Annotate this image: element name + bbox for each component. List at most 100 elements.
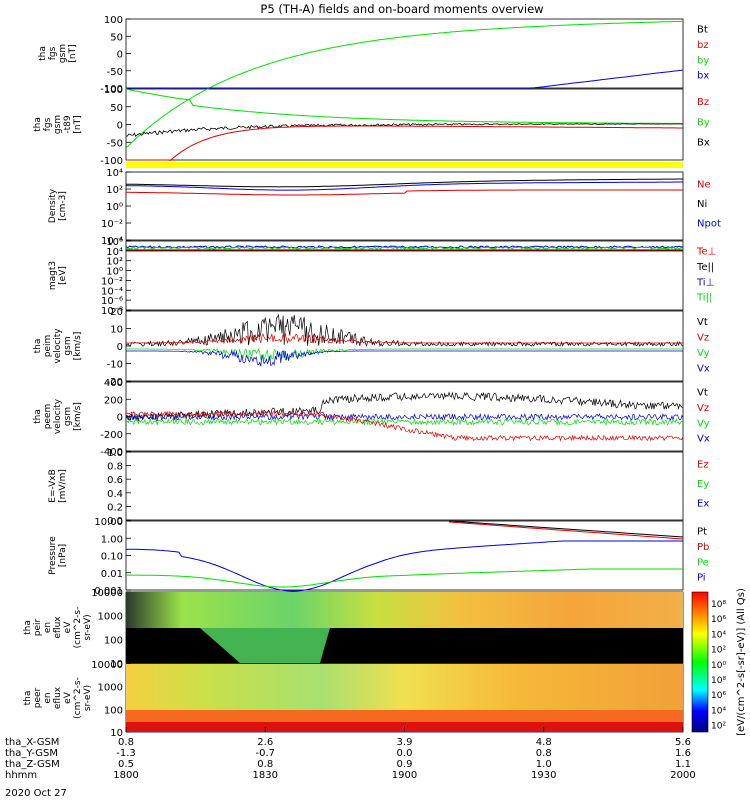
y-axis-label: eflux: [53, 616, 63, 639]
legend-entry: Ex: [697, 499, 709, 510]
y-axis-label: gsm: [63, 407, 73, 426]
bx-curve: [126, 69, 684, 89]
y-axis-label: gsm: [53, 115, 63, 134]
y-tick-label: 100: [104, 85, 123, 96]
y-axis-label: [nT]: [68, 44, 78, 62]
y-tick-label: 100: [104, 635, 123, 646]
vz-ion-curve: [126, 333, 683, 344]
y-axis-label: [km/s]: [73, 332, 83, 361]
y-tick-label: -100: [100, 84, 123, 95]
y-tick-label: 10⁻⁴: [101, 236, 123, 247]
x-tick-label: 1800: [113, 770, 138, 781]
x-row-label: tha_X-GSM: [5, 737, 59, 748]
legend-entry: Vx: [697, 434, 710, 445]
y-tick-label: 0.4: [107, 489, 123, 500]
y-tick-label: 20: [110, 307, 123, 318]
y-axis-label: gsm: [58, 44, 68, 63]
y-axis-label: peem: [43, 404, 53, 430]
legend-entry: Te⊥: [696, 247, 716, 258]
y-axis-label: tha: [33, 117, 43, 132]
legend-entry: Pb: [697, 542, 709, 553]
y-axis-label: sr-eV): [83, 614, 93, 640]
legend-entry: Ez: [697, 460, 709, 471]
vx-electron-curve: [125, 412, 684, 422]
colorbar-tick-label: 10⁶: [711, 691, 726, 701]
y-axis-label: [eV]: [58, 266, 68, 285]
y-axis-label: magt3: [48, 261, 58, 290]
y-tick-label: -200: [100, 430, 123, 441]
y-tick-label: 1000: [98, 683, 123, 694]
npot-curve: [125, 181, 683, 191]
y-axis-label: [km/s]: [73, 402, 83, 431]
y-axis-label: [cm-3]: [58, 191, 68, 221]
y-tick-label: 10²: [106, 257, 123, 268]
y-axis-label: eV: [63, 621, 73, 634]
y-tick-label: 10⁻²: [101, 219, 123, 230]
y-tick-label: 10: [110, 728, 123, 739]
y-tick-label: 50: [110, 32, 123, 43]
legend-entry: Vz: [697, 403, 709, 414]
ne-curve: [126, 189, 683, 196]
y-tick-label: 10: [110, 325, 123, 336]
legend-entry: Ey: [697, 479, 709, 490]
vy-electron-curve: [125, 417, 684, 426]
y-tick-label: -50: [107, 138, 123, 149]
bz-t89-curve: [126, 125, 683, 161]
colorbar: [691, 591, 709, 733]
y-tick-label: 10⁴: [106, 168, 123, 179]
y-tick-label: 1000: [98, 612, 123, 623]
x-tick-label: 2000: [670, 770, 695, 781]
x-tick-label: 3.9: [397, 737, 413, 748]
colorbar-tick-label: 10²: [711, 722, 726, 732]
y-axis-label: tha: [23, 620, 33, 635]
legend-entry: Pe: [697, 557, 709, 568]
by-t89-curve: [125, 88, 684, 124]
legend-entry: Ne: [697, 180, 711, 191]
x-row-label: tha_Z-GSM: [5, 759, 60, 770]
quality-flag-bar: [126, 162, 683, 168]
electron-spectrogram-low-band: [126, 710, 683, 722]
legend-entry: Bx: [697, 138, 710, 149]
y-tick-label: 0.10: [101, 552, 123, 563]
y-axis-label: sr-eV): [83, 685, 93, 711]
y-tick-label: -100: [100, 156, 123, 167]
y-axis-label: [mV/m]: [58, 469, 68, 503]
y-tick-label: -20: [107, 377, 123, 388]
colorbar-tick-label: 10⁰: [711, 661, 726, 671]
y-tick-label: 10⁴: [106, 247, 123, 258]
y-tick-label: 10²: [106, 185, 123, 196]
legend-entry: Pt: [697, 527, 707, 538]
legend-entry: Ti⊥: [696, 277, 714, 288]
y-tick-label: -50: [107, 67, 123, 78]
legend-entry: Vy: [697, 418, 710, 429]
pt-curve: [449, 520, 684, 538]
y-tick-label: 10.00: [94, 517, 123, 528]
y-axis-label: gsm: [63, 336, 73, 355]
plot-title: P5 (TH-A) fields and on-board moments ov…: [260, 2, 543, 16]
by-curve: [125, 20, 684, 149]
colorbar-tick-label: 10⁶: [711, 615, 726, 625]
y-axis-label: tha: [38, 46, 48, 61]
y-tick-label: 0.2: [107, 502, 123, 513]
y-axis-label: peim: [43, 335, 53, 358]
colorbar-tick-label: 10⁴: [711, 706, 726, 716]
colorbar-label: [eV/(cm^2-s[-sr]-eV)] (All Qs): [736, 588, 747, 736]
legend-entry: Te||: [696, 262, 714, 273]
y-axis-label: fgs: [48, 46, 58, 60]
y-tick-label: 0.8: [107, 462, 123, 473]
y-axis-label: (cm^2-s-: [73, 607, 83, 649]
x-row-label: tha_Y-GSM: [5, 748, 58, 759]
y-axis-label: peer: [33, 687, 43, 708]
panel-frame: [125, 381, 684, 452]
vz-electron-curve: [125, 410, 684, 442]
y-tick-label: 10⁻²: [101, 276, 123, 287]
y-axis-label: en: [43, 692, 53, 703]
y-tick-label: 0: [117, 50, 123, 61]
y-tick-label: 1.0: [107, 448, 123, 459]
y-tick-label: 100: [104, 15, 123, 26]
x-tick-label: 1830: [253, 770, 278, 781]
y-tick-label: 0: [117, 413, 123, 424]
x-tick-label: 0.8: [536, 748, 552, 759]
legend-entry: Ni: [697, 199, 707, 210]
legend-entry: Vz: [697, 332, 709, 343]
